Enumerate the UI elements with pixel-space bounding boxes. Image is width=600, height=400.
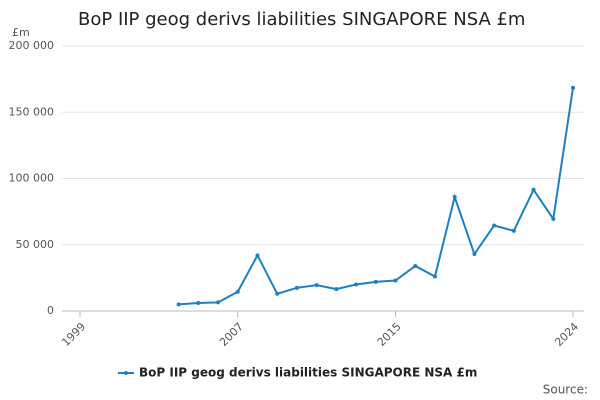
x-tick-label: 2007: [217, 320, 246, 349]
point: [314, 283, 319, 288]
point: [275, 291, 280, 296]
y-tick-label: 200 000: [9, 39, 55, 52]
point: [531, 187, 536, 192]
point: [571, 85, 575, 90]
point: [511, 228, 516, 233]
point: [432, 274, 437, 279]
point: [472, 252, 477, 257]
point: [492, 223, 497, 228]
point: [551, 216, 556, 221]
point: [294, 285, 299, 290]
source: Source:: [543, 383, 588, 397]
point: [255, 253, 260, 258]
point: [216, 300, 221, 305]
point: [393, 278, 398, 283]
point: [452, 195, 457, 200]
legend-marker: [124, 371, 128, 375]
y-tick-label: 150 000: [9, 105, 55, 118]
x-tick-label: 1999: [59, 320, 88, 349]
point: [196, 301, 201, 306]
y-axis-label: £m: [12, 26, 30, 39]
point: [413, 263, 418, 268]
point: [235, 289, 240, 294]
x-tick-label: 2015: [375, 320, 404, 349]
x-tick-label: 2024: [552, 320, 581, 349]
line: [178, 87, 574, 306]
y-tick-label: 100 000: [9, 172, 55, 185]
point: [354, 282, 359, 287]
point: [373, 279, 378, 284]
y-tick-label: 0: [47, 304, 54, 317]
chart-title: BoP IIP geog derivs liabilities SINGAPOR…: [78, 9, 525, 30]
y-tick-label: 50 000: [16, 238, 55, 251]
legend-label: BoP IIP geog derivs liabilities SINGAPOR…: [139, 366, 477, 380]
point: [334, 287, 339, 292]
point: [176, 302, 181, 307]
